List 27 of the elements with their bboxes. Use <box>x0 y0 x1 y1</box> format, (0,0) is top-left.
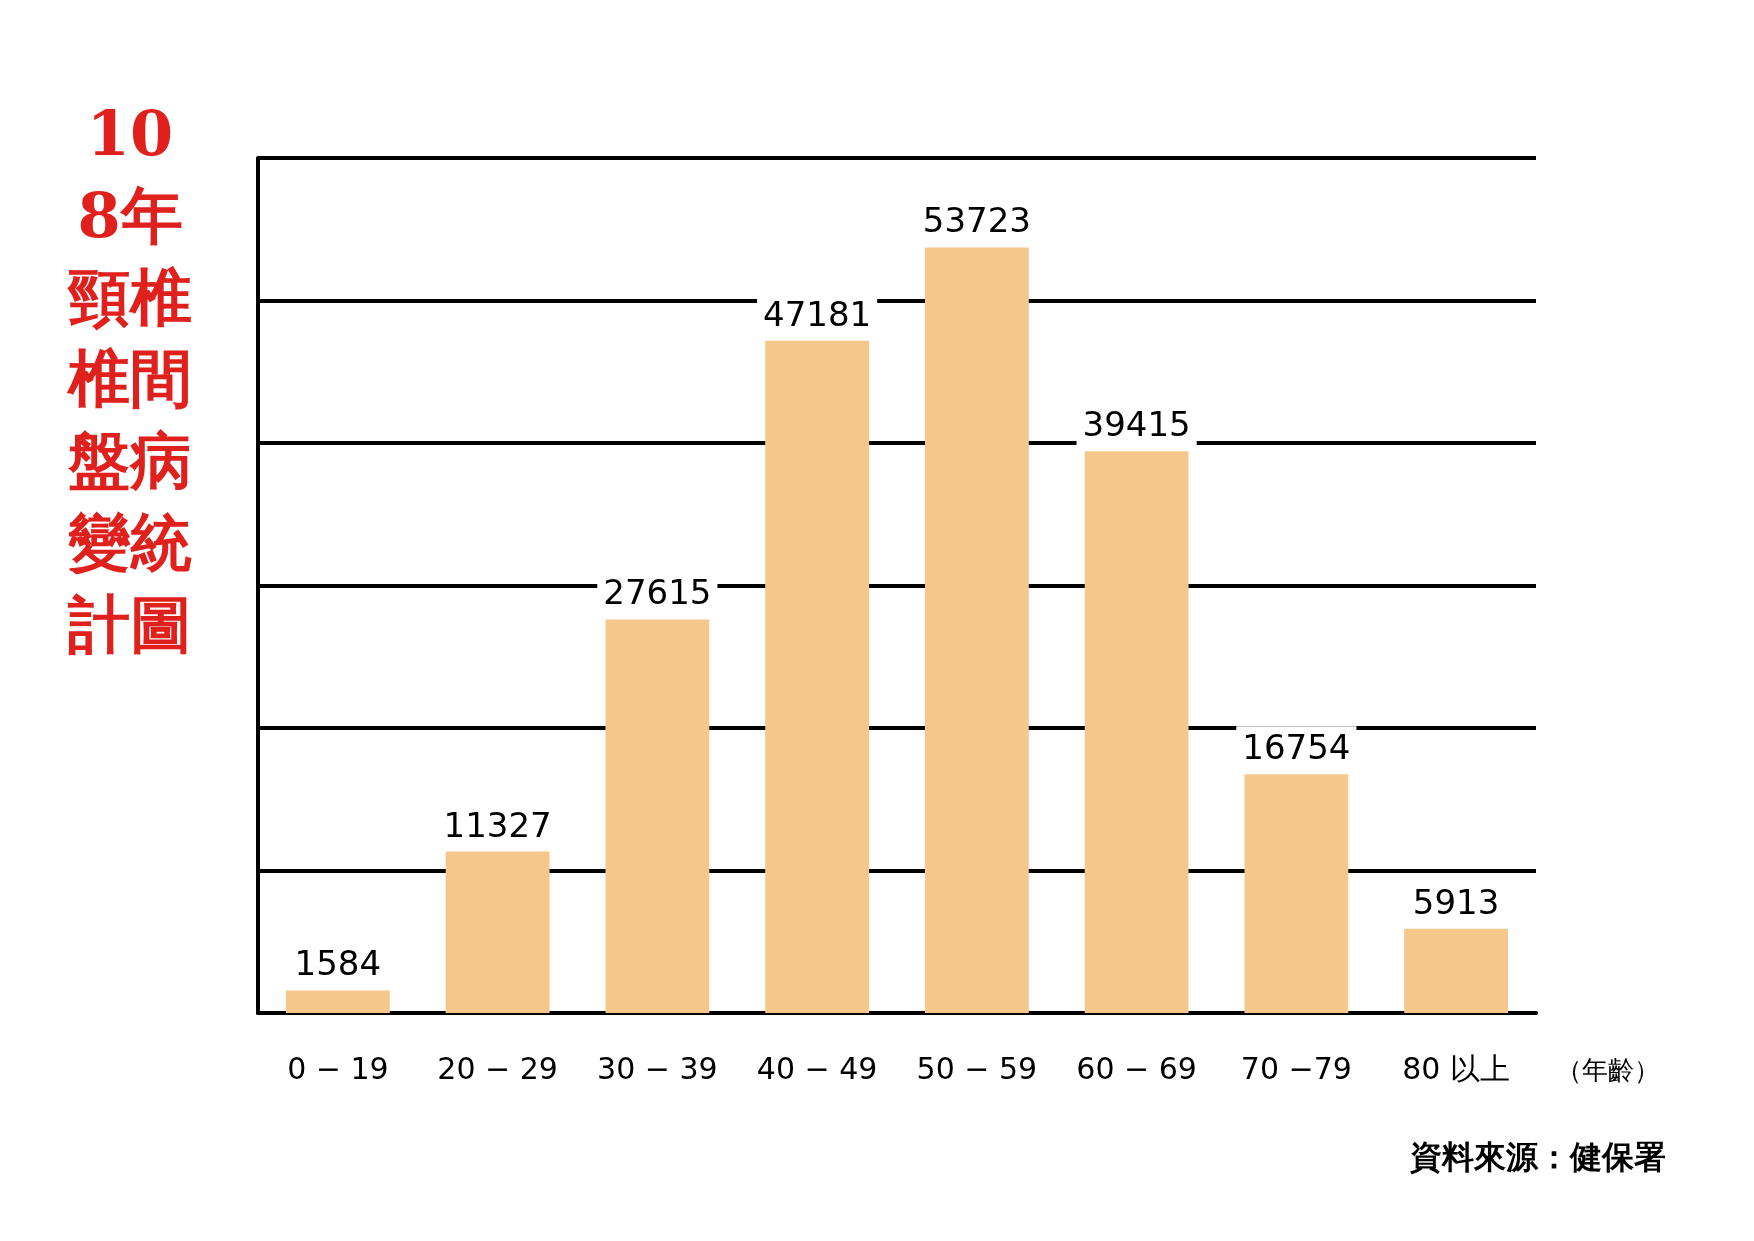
bar <box>924 247 1029 1013</box>
x-tick-label: 30 − 39 <box>597 1050 718 1086</box>
data-label: 27615 <box>603 572 712 613</box>
bar <box>285 990 390 1013</box>
data-label: 11327 <box>443 804 552 845</box>
x-tick-label: 50 − 59 <box>916 1050 1038 1086</box>
x-tick-label: 20 − 29 <box>437 1050 558 1086</box>
x-tick-label: 80 以上 <box>1402 1050 1510 1086</box>
x-tick-label: 40 − 49 <box>756 1050 878 1086</box>
bar <box>605 619 710 1013</box>
bar <box>1084 451 1189 1013</box>
bar <box>1404 928 1509 1013</box>
data-label: 16754 <box>1242 727 1351 768</box>
data-label: 39415 <box>1082 404 1191 445</box>
data-label: 5913 <box>1412 881 1500 922</box>
x-tick-label: 70 −79 <box>1240 1050 1352 1086</box>
x-tick-label: 60 − 69 <box>1076 1050 1197 1086</box>
text: 108年頸椎椎間盤病變統計圖 <box>68 96 192 663</box>
bar <box>1244 774 1349 1013</box>
x-axis-title: （年齡） <box>1556 1055 1660 1085</box>
data-label: 53723 <box>922 200 1031 241</box>
data-label: 47181 <box>763 293 872 334</box>
source-note: 資料來源：健保署 <box>1409 1139 1666 1175</box>
bar <box>765 340 870 1013</box>
data-label: 1584 <box>294 943 382 984</box>
bar <box>445 851 550 1013</box>
x-tick-label: 0 − 19 <box>287 1050 389 1086</box>
